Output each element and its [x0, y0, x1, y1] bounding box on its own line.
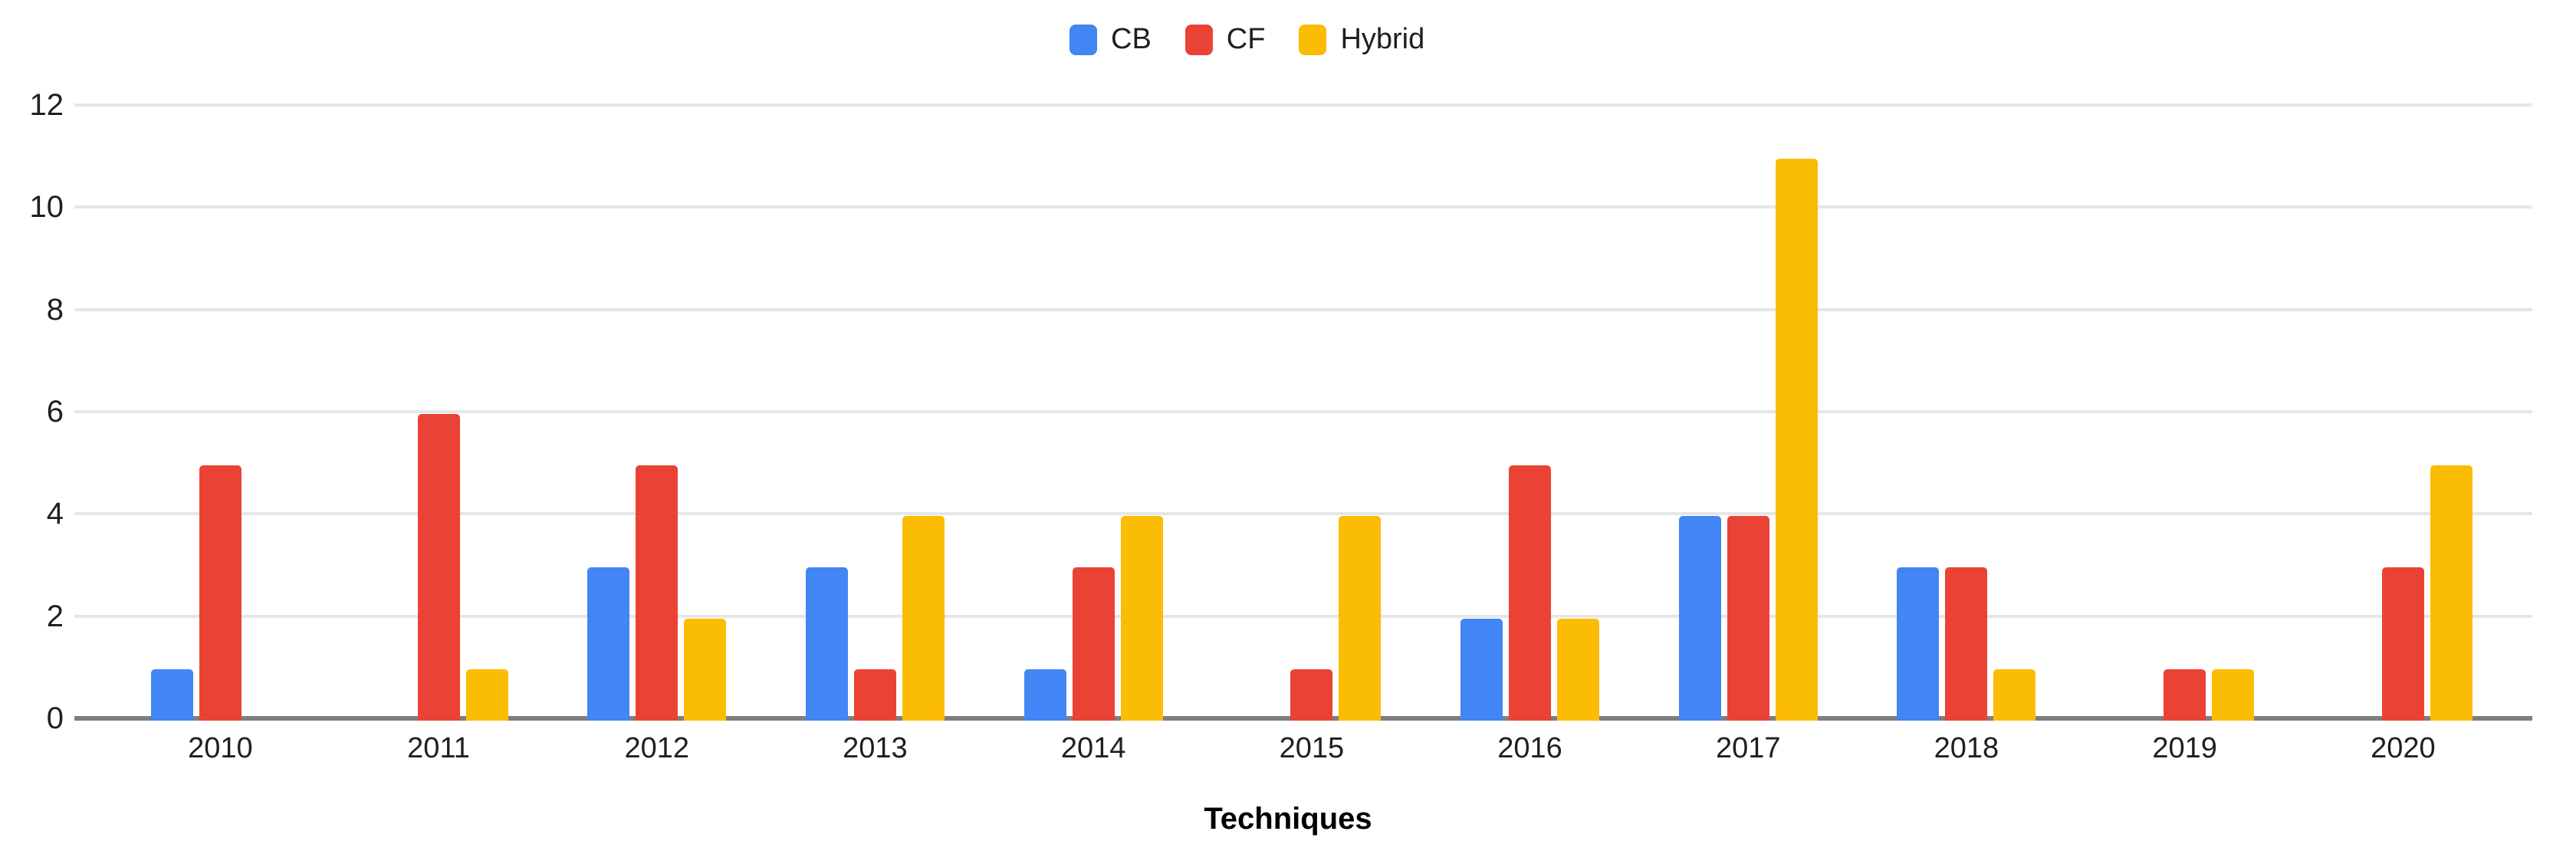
bar-cf-2017[interactable]: [1727, 516, 1769, 721]
legend-swatch-hybrid: [1299, 24, 1327, 55]
bar-cf-2020[interactable]: [2381, 567, 2424, 721]
bar-cf-2013[interactable]: [853, 669, 896, 721]
x-axis-label: 2016: [1497, 732, 1562, 764]
x-axis-label: 2013: [843, 732, 908, 764]
bar-cf-2015[interactable]: [1290, 669, 1333, 721]
y-axis-label: 6: [46, 395, 64, 429]
bar-hybrid-2018[interactable]: [1993, 669, 2036, 721]
x-axis-label: 2012: [624, 732, 689, 764]
gridline: [74, 205, 2532, 209]
legend-item-cb[interactable]: CB: [1070, 23, 1152, 56]
bar-cb-2013[interactable]: [805, 567, 848, 721]
bar-hybrid-2016[interactable]: [1557, 618, 1600, 721]
legend: CB CF Hybrid: [1070, 23, 1458, 56]
x-axis-label: 2019: [2152, 732, 2217, 764]
x-axis-label: 2017: [1715, 732, 1781, 764]
y-axis-label: 4: [46, 497, 64, 531]
legend-label: Hybrid: [1340, 23, 1425, 55]
bar-hybrid-2017[interactable]: [1775, 158, 1818, 721]
bar-cf-2019[interactable]: [2164, 669, 2206, 721]
bar-hybrid-2015[interactable]: [1339, 516, 1382, 721]
legend-item-cf[interactable]: CF: [1184, 23, 1266, 56]
bar-cb-2018[interactable]: [1897, 567, 1940, 721]
bar-hybrid-2019[interactable]: [2212, 669, 2255, 721]
y-axis-label: 2: [46, 599, 64, 633]
gridline: [74, 512, 2532, 516]
x-axis-label: 2014: [1060, 732, 1126, 764]
bar-hybrid-2011[interactable]: [465, 669, 508, 721]
gridline: [74, 307, 2532, 311]
y-axis-label: 0: [46, 701, 64, 735]
legend-swatch-cb: [1070, 24, 1097, 55]
bar-hybrid-2014[interactable]: [1120, 516, 1163, 721]
x-axis-label: 2018: [1934, 732, 1999, 764]
bar-cb-2014[interactable]: [1024, 669, 1066, 721]
bar-hybrid-2020[interactable]: [2430, 465, 2472, 721]
legend-label: CB: [1111, 23, 1152, 55]
bar-cf-2012[interactable]: [636, 465, 678, 721]
x-axis-label: 2020: [2371, 732, 2436, 764]
y-axis-label: 10: [29, 190, 64, 225]
bar-cf-2010[interactable]: [199, 465, 242, 721]
gridline: [74, 614, 2532, 618]
bar-cf-2014[interactable]: [1072, 567, 1115, 721]
legend-label: CF: [1226, 23, 1266, 55]
bar-hybrid-2013[interactable]: [902, 516, 945, 721]
bar-cf-2016[interactable]: [1509, 465, 1552, 721]
bar-cb-2012[interactable]: [587, 567, 630, 721]
legend-item-hybrid[interactable]: Hybrid: [1299, 23, 1424, 56]
bar-cb-2016[interactable]: [1460, 618, 1503, 721]
x-axis-title: Techniques: [1204, 802, 1372, 836]
y-axis-label: 12: [29, 88, 64, 122]
bar-cb-2010[interactable]: [150, 669, 193, 721]
bar-cf-2018[interactable]: [1945, 567, 1988, 721]
x-axis-label: 2010: [188, 732, 253, 764]
bar-hybrid-2012[interactable]: [684, 618, 727, 721]
x-axis-label: 2015: [1279, 732, 1345, 764]
gridline: [74, 410, 2532, 413]
bar-cb-2017[interactable]: [1678, 516, 1721, 721]
y-axis-label: 8: [46, 292, 64, 327]
x-axis-label: 2011: [407, 732, 470, 764]
legend-swatch-cf: [1184, 24, 1213, 55]
gridline: [74, 103, 2532, 107]
bar-cf-2011[interactable]: [417, 414, 460, 721]
